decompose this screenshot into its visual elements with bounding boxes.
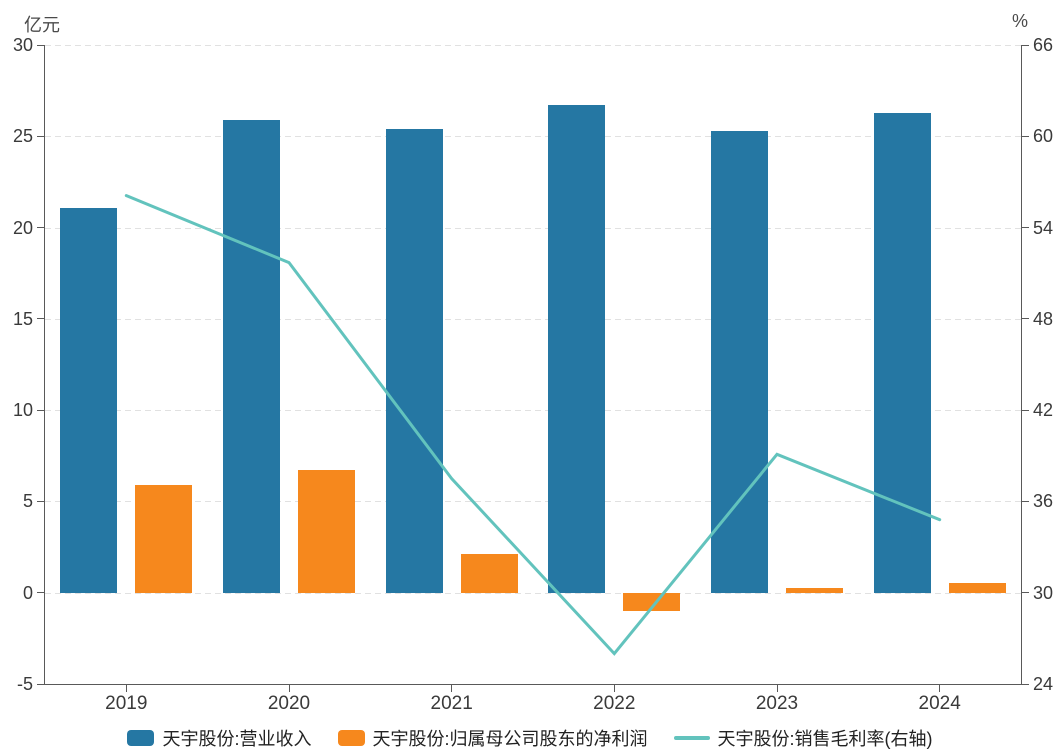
right-axis-tick-label: 42 (1033, 400, 1054, 421)
revenue-legend-label: 天宇股份:营业收入 (162, 729, 312, 749)
x-axis-label: 2024 (918, 693, 961, 714)
x-axis-tick (776, 684, 778, 692)
left-axis-tick-label: 15 (12, 308, 33, 329)
x-axis-label: 2022 (593, 693, 636, 714)
left-axis-tick (37, 683, 45, 685)
gross-margin-legend-line (673, 736, 710, 740)
net-profit-legend-swatch (337, 730, 365, 746)
right-axis-tick-label: 36 (1033, 491, 1054, 512)
x-axis-tick (451, 684, 453, 692)
revenue-bar (548, 105, 606, 593)
left-axis-tick-label: 25 (12, 126, 33, 147)
net-profit-bar (298, 470, 355, 593)
left-axis-tick-label: 5 (22, 491, 33, 512)
right-axis-tick-label: 48 (1033, 308, 1054, 329)
right-axis-tick (1021, 592, 1029, 594)
chart-legend: 天宇股份:营业收入 天宇股份:归属母公司股东的净利润 天宇股份:销售毛利率(右轴… (0, 726, 1060, 750)
x-axis-line (44, 684, 1022, 685)
legend-item-net-profit: 天宇股份:归属母公司股东的净利润 (337, 725, 648, 751)
left-axis-unit-label: 亿元 (24, 15, 60, 35)
gridline (45, 45, 1021, 46)
net-profit-bar (786, 588, 843, 593)
left-axis-line (44, 45, 45, 684)
legend-item-revenue: 天宇股份:营业收入 (127, 725, 312, 751)
gridline (45, 410, 1021, 412)
left-axis-tick-label: 30 (12, 35, 33, 55)
right-axis-line (1021, 45, 1022, 684)
right-axis-tick (1021, 409, 1029, 411)
gridline (45, 136, 1021, 138)
right-axis-tick-label: 54 (1033, 217, 1054, 238)
x-axis-tick (613, 684, 615, 692)
revenue-bar (711, 130, 768, 593)
legend-item-gross-margin: 天宇股份:销售毛利率(右轴) (673, 725, 933, 751)
gridline (45, 501, 1021, 503)
gridline (45, 592, 1021, 594)
right-axis-tick (1021, 683, 1029, 685)
left-axis-tick (37, 135, 45, 137)
left-axis-tick-label: 20 (12, 217, 33, 238)
gridline (45, 318, 1021, 320)
left-axis-tick (37, 318, 45, 320)
x-axis-label: 2021 (430, 693, 473, 714)
left-axis-tick (37, 592, 45, 594)
revenue-bar (223, 119, 280, 593)
x-axis-label: 2020 (267, 693, 311, 714)
gross-margin-legend-label: 天宇股份:销售毛利率(右轴) (717, 729, 933, 749)
net-profit-bar (135, 485, 193, 593)
left-axis-tick (37, 500, 45, 502)
x-axis-tick (288, 684, 290, 692)
x-axis-label: 2019 (105, 693, 148, 714)
left-axis-tick (37, 409, 45, 411)
revenue-bar (385, 129, 443, 593)
x-axis-tick (939, 684, 941, 692)
x-axis-label: 2023 (755, 693, 799, 714)
gridline (45, 227, 1021, 229)
right-axis-tick (1021, 227, 1029, 229)
right-axis-unit-label: % (1011, 11, 1028, 31)
right-axis-tick-label: 30 (1033, 582, 1054, 603)
right-axis-tick (1021, 318, 1029, 320)
right-axis-tick-label: 24 (1033, 674, 1054, 694)
right-axis-tick-label: 66 (1033, 35, 1054, 55)
left-axis-tick (37, 44, 45, 46)
revenue-legend-swatch (127, 730, 155, 746)
right-axis-tick (1021, 500, 1029, 502)
revenue-bar (60, 207, 118, 593)
net-profit-legend-label: 天宇股份:归属母公司股东的净利润 (372, 729, 648, 749)
plot-area: 30 25 20 15 10 5 0 -5 66 60 54 48 42 36 30 24 2019 2020 20… (13, 35, 1053, 714)
net-profit-bar (623, 592, 681, 611)
right-axis-tick-label: 60 (1033, 126, 1054, 147)
left-axis-tick-label: -5 (16, 674, 33, 694)
right-axis-tick (1021, 44, 1029, 46)
left-axis-tick-label: 10 (12, 400, 33, 421)
net-profit-bar (460, 554, 518, 593)
right-axis-tick (1021, 135, 1029, 137)
left-axis-tick-label: 0 (22, 582, 33, 603)
net-profit-bar (948, 582, 1006, 593)
x-axis-tick (125, 684, 127, 692)
gross-margin-line (124, 194, 942, 656)
left-axis-tick (37, 227, 45, 229)
